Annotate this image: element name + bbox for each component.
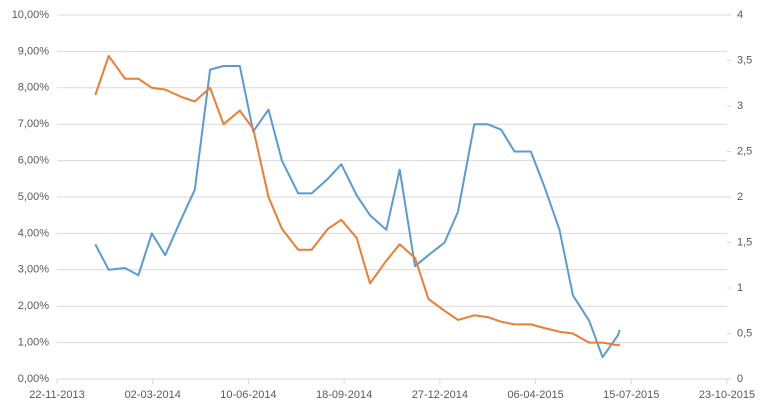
y2-tick-label: 1,5 — [737, 236, 752, 248]
y-tick-label: 2,00% — [18, 300, 49, 312]
y-tick-label: 6,00% — [18, 155, 49, 167]
y2-tick-label: 2 — [737, 191, 743, 203]
x-tick-label: 15-07-2015 — [603, 389, 659, 401]
y-tick-label: 5,00% — [18, 191, 49, 203]
y-tick-label: 8,00% — [18, 82, 49, 94]
y-tick-label: 4,00% — [18, 227, 49, 239]
y2-tick-label: 0 — [737, 373, 743, 385]
y2-tick-label: 3 — [737, 100, 743, 112]
x-tick-label: 22-11-2013 — [29, 389, 84, 401]
y2-tick-label: 3,5 — [737, 54, 752, 66]
series-line — [94, 65, 621, 359]
y2-tick-label: 4 — [737, 9, 743, 21]
x-tick-label: 23-10-2015 — [699, 389, 755, 401]
y2-tick-label: 2,5 — [737, 145, 752, 157]
y-tick-label: 9,00% — [18, 45, 49, 57]
x-tick-label: 18-09-2014 — [316, 389, 372, 401]
series-line — [94, 54, 621, 347]
y-tick-label: 0,00% — [18, 373, 49, 385]
x-tick-label: 27-12-2014 — [412, 389, 468, 401]
x-tick-label: 10-06-2014 — [220, 389, 276, 401]
x-tick-label: 06-04-2015 — [507, 389, 563, 401]
y2-tick-label: 1 — [737, 282, 743, 294]
y-tick-label: 10,00% — [12, 9, 50, 21]
y-tick-label: 1,00% — [18, 337, 49, 349]
y-tick-label: 7,00% — [18, 118, 49, 130]
y2-tick-label: 0,5 — [737, 327, 752, 339]
x-tick-label: 02-03-2014 — [125, 389, 181, 401]
y-tick-label: 3,00% — [18, 264, 49, 276]
